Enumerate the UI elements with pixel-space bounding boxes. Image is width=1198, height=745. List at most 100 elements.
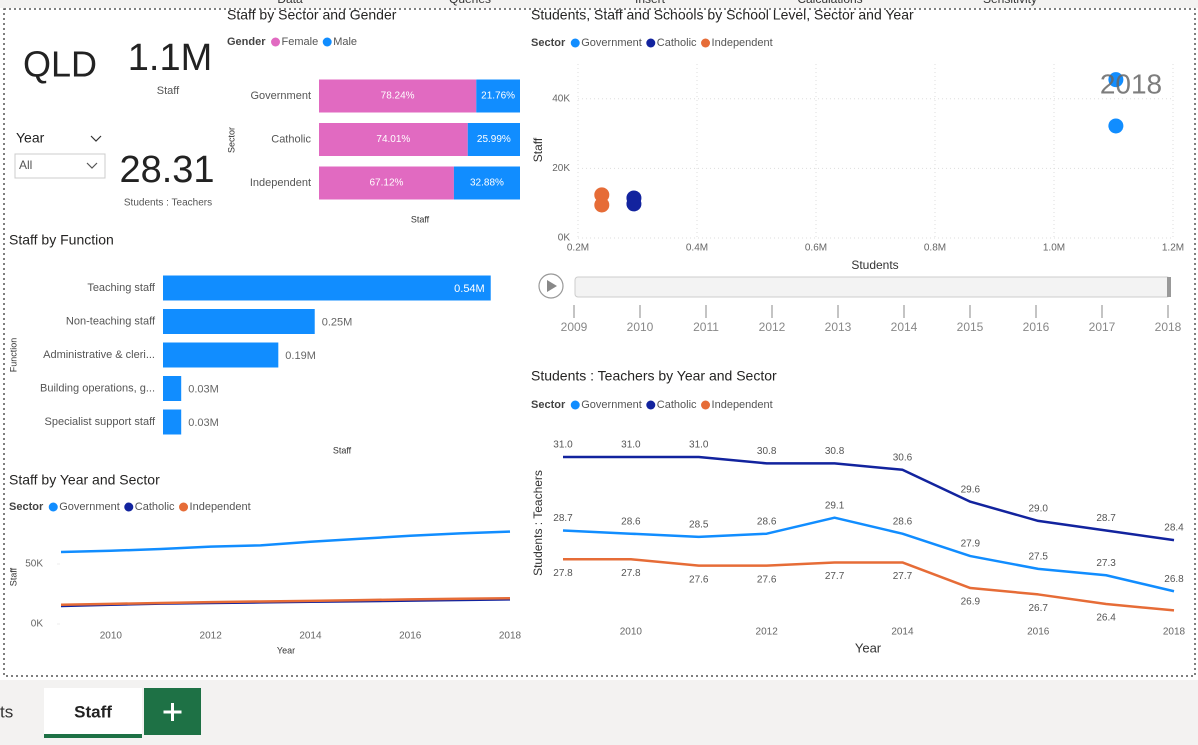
legend-item[interactable]: Government xyxy=(59,501,120,513)
y-tick-label: Administrative & cleri... xyxy=(43,349,155,361)
play-axis-watermark: 2018 xyxy=(1100,68,1162,99)
ribbon-bar xyxy=(0,0,1198,8)
ribbon-tab[interactable]: Queries xyxy=(449,0,491,6)
legend-marker xyxy=(124,502,134,512)
ribbon-tab[interactable]: Calculations xyxy=(797,0,862,6)
play-year-label: 2010 xyxy=(627,320,654,334)
play-year-label: 2013 xyxy=(825,320,852,334)
y-axis-title: Staff xyxy=(531,137,545,162)
card-value: 1.1M xyxy=(128,37,212,79)
ribbon-tab[interactable]: Insert xyxy=(635,0,666,6)
legend-item[interactable]: Government xyxy=(581,399,642,411)
scatter-point[interactable] xyxy=(1108,72,1124,88)
data-label: 28.6 xyxy=(621,516,641,527)
play-handle[interactable] xyxy=(1167,277,1171,297)
y-tick-label: Building operations, g... xyxy=(40,382,155,394)
data-label: 28.4 xyxy=(1164,523,1184,534)
bar[interactable] xyxy=(163,376,182,401)
y-tick-label: Teaching staff xyxy=(87,282,156,294)
legend-item[interactable]: Independent xyxy=(190,501,251,513)
chart-title: Staff by Function xyxy=(9,232,114,248)
scatter-point[interactable] xyxy=(1108,118,1124,134)
play-icon xyxy=(547,280,557,292)
data-label: 28.6 xyxy=(893,516,913,527)
legend-item[interactable]: Independent xyxy=(712,399,773,411)
legend-item[interactable]: Catholic xyxy=(657,37,697,49)
legend-item[interactable]: Catholic xyxy=(657,399,697,411)
page-tab[interactable]: ts xyxy=(0,702,13,721)
data-label: 29.0 xyxy=(1028,504,1048,515)
x-tick-label: 2010 xyxy=(620,627,643,638)
data-label: 0.19M xyxy=(285,350,316,362)
chart-title: Students : Teachers by Year and Sector xyxy=(531,368,777,384)
bar[interactable] xyxy=(163,409,182,435)
line-series[interactable] xyxy=(60,596,511,607)
play-year-label: 2015 xyxy=(957,320,984,334)
data-label: 29.1 xyxy=(825,500,845,511)
legend-marker xyxy=(271,37,281,47)
legend-item[interactable]: Female xyxy=(282,36,319,48)
play-year-label: 2009 xyxy=(561,320,588,334)
legend-marker xyxy=(570,38,580,48)
y-tick-label: 0K xyxy=(31,619,44,630)
bar-segment[interactable] xyxy=(319,123,468,156)
data-label: 31.0 xyxy=(621,440,641,451)
legend-item[interactable]: Independent xyxy=(712,37,773,49)
legend-title: Sector xyxy=(531,399,566,411)
data-label: 27.7 xyxy=(825,571,845,582)
y-tick-label: 0K xyxy=(558,233,571,244)
line-series[interactable] xyxy=(563,455,1175,542)
play-year-label: 2014 xyxy=(891,320,918,334)
bar-segment[interactable] xyxy=(453,166,520,200)
legend-item[interactable]: Government xyxy=(581,37,642,49)
legend-item[interactable]: Male xyxy=(333,36,357,48)
ribbon-tab[interactable]: Data xyxy=(277,0,303,6)
y-axis-title: Students : Teachers xyxy=(531,470,545,576)
data-label: 30.8 xyxy=(825,446,845,457)
data-label: 27.6 xyxy=(757,574,777,585)
play-year-label: 2012 xyxy=(759,320,786,334)
bar-segment[interactable] xyxy=(319,79,477,113)
x-tick-label: 2018 xyxy=(1163,627,1186,638)
page-tab[interactable]: Staff xyxy=(74,702,112,721)
play-year-label: 2016 xyxy=(1023,320,1050,334)
data-label: 25.99% xyxy=(477,134,511,145)
y-tick-label: Non-teaching staff xyxy=(66,315,156,327)
legend-marker xyxy=(701,400,711,410)
ribbon-tab[interactable]: Sensitivity xyxy=(983,0,1037,6)
chart-title: Students, Staff and Schools by School Le… xyxy=(531,7,914,23)
y-tick-label: Independent xyxy=(250,177,311,189)
bar[interactable] xyxy=(163,309,315,334)
data-label: 27.8 xyxy=(621,568,641,579)
bar[interactable] xyxy=(163,275,491,301)
active-tab[interactable] xyxy=(44,688,142,738)
bar-segment[interactable] xyxy=(467,123,520,156)
bar-segment[interactable] xyxy=(476,79,520,113)
bar[interactable] xyxy=(163,342,279,368)
play-year-label: 2018 xyxy=(1155,320,1182,334)
legend-marker xyxy=(48,502,58,512)
scatter-point[interactable] xyxy=(626,196,642,212)
play-year-label: 2011 xyxy=(693,320,719,334)
line-series[interactable] xyxy=(60,530,511,554)
y-tick-label: 20K xyxy=(552,163,570,174)
bar-segment[interactable] xyxy=(319,166,454,200)
slicer-title: Year xyxy=(16,130,45,146)
data-label: 30.6 xyxy=(893,452,913,463)
data-label: 28.5 xyxy=(689,520,709,531)
data-label: 32.88% xyxy=(470,178,504,189)
data-label: 74.01% xyxy=(376,134,410,145)
legend-item[interactable]: Catholic xyxy=(135,501,175,513)
slicer-chevron[interactable] xyxy=(90,135,102,142)
slicer-selection[interactable]: All xyxy=(19,158,32,172)
x-tick-label: 2012 xyxy=(200,631,223,642)
line-series[interactable] xyxy=(562,516,1175,593)
card-region: QLD xyxy=(23,44,97,85)
data-label: 78.24% xyxy=(381,91,415,102)
scatter-point[interactable] xyxy=(594,197,610,213)
line-series[interactable] xyxy=(563,558,1175,612)
data-label: 27.6 xyxy=(689,574,709,585)
data-label: 28.7 xyxy=(553,513,573,524)
